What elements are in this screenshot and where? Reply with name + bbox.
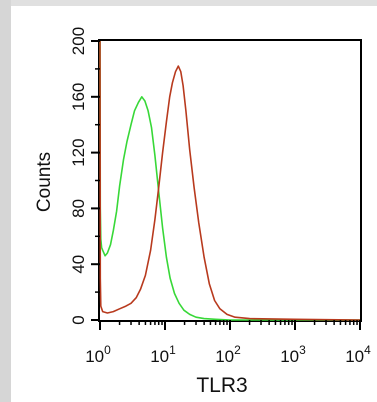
y-axis-label: Counts: [34, 152, 55, 212]
y-tick-label: 80: [69, 199, 88, 218]
ticks-layer: [91, 40, 361, 330]
x-axis-label: TLR3: [196, 374, 247, 397]
left-border-strip: [0, 0, 11, 402]
x-tick-label: 100: [85, 343, 111, 366]
histogram-series-2: [99, 40, 361, 321]
y-tick-label: 0: [69, 315, 88, 324]
x-tick-label: 102: [215, 343, 241, 366]
x-tick-label: 104: [345, 343, 371, 366]
y-tick-label: 120: [69, 138, 88, 166]
tick-labels-layer: 0 40 80 120 160 200 100 101 102 103 104: [69, 27, 371, 366]
top-border-strip: [0, 0, 377, 6]
x-tick-label: 103: [280, 343, 306, 366]
histogram-series-1: [99, 40, 360, 321]
y-tick-label: 200: [69, 27, 88, 55]
y-tick-label: 160: [69, 83, 88, 111]
y-tick-label: 40: [69, 255, 88, 274]
plot-frame: [98, 39, 362, 322]
series-layer: [99, 40, 361, 321]
x-tick-label: 101: [150, 343, 176, 366]
